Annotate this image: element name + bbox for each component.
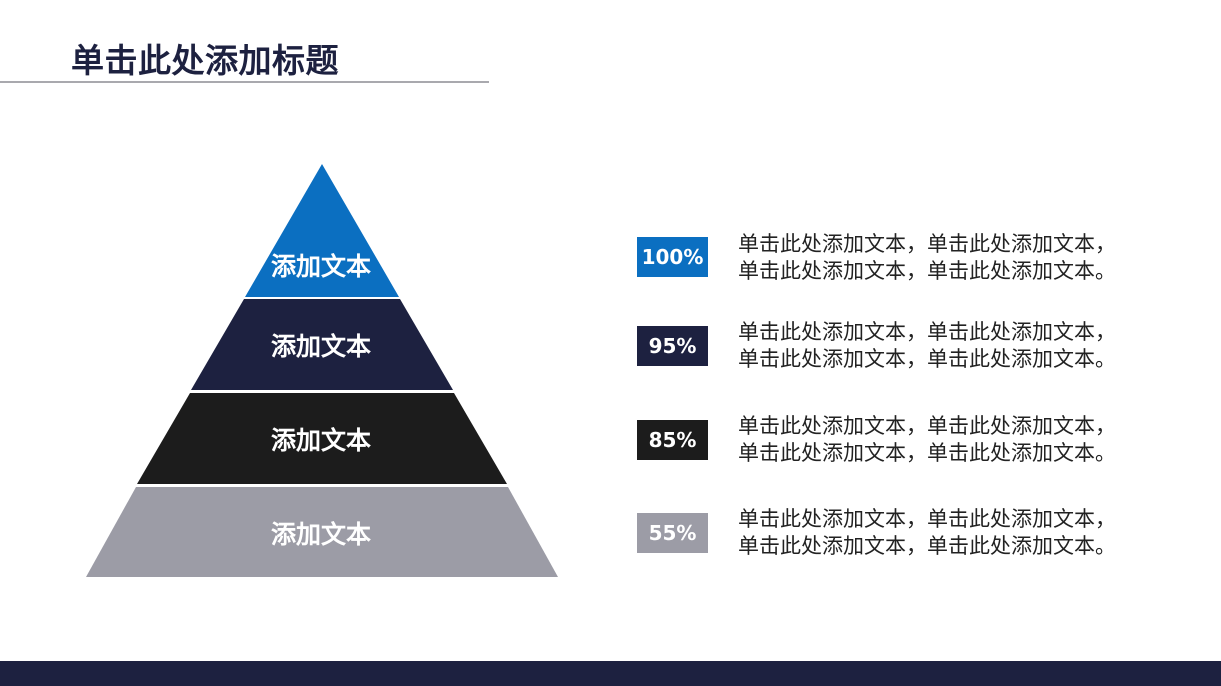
pyramid-level-3-label: 添加文本 [271, 426, 371, 455]
description-line: 单击此处添加文本，单击此处添加文本。 [738, 441, 1116, 465]
item-description[interactable]: 单击此处添加文本，单击此处添加文本， 单击此处添加文本，单击此处添加文本。 [738, 231, 1178, 285]
item-description[interactable]: 单击此处添加文本，单击此处添加文本， 单击此处添加文本，单击此处添加文本。 [738, 413, 1178, 467]
percentage-badge: 85% [637, 420, 708, 460]
list-item: 85% 单击此处添加文本，单击此处添加文本， 单击此处添加文本，单击此处添加文本… [637, 413, 1177, 469]
page-title: 单击此处添加标题 [71, 41, 339, 80]
description-line: 单击此处添加文本，单击此处添加文本， [738, 414, 1116, 438]
pyramid-level-2-label: 添加文本 [271, 332, 371, 361]
description-line: 单击此处添加文本，单击此处添加文本。 [738, 534, 1116, 558]
list-item: 95% 单击此处添加文本，单击此处添加文本， 单击此处添加文本，单击此处添加文本… [637, 319, 1177, 375]
list-item: 55% 单击此处添加文本，单击此处添加文本， 单击此处添加文本，单击此处添加文本… [637, 506, 1177, 562]
footer-bar [0, 661, 1221, 686]
description-line: 单击此处添加文本，单击此处添加文本。 [738, 347, 1116, 371]
percentage-badge: 55% [637, 513, 708, 553]
percentage-badge: 95% [637, 326, 708, 366]
pyramid-level-1[interactable] [245, 164, 399, 297]
pyramid-level-1-label: 添加文本 [271, 252, 371, 281]
pyramid-level-4-label: 添加文本 [271, 520, 371, 549]
pyramid-level-4[interactable] [86, 487, 558, 577]
pyramid-level-3[interactable] [137, 393, 507, 484]
item-description[interactable]: 单击此处添加文本，单击此处添加文本， 单击此处添加文本，单击此处添加文本。 [738, 506, 1178, 560]
item-description[interactable]: 单击此处添加文本，单击此处添加文本， 单击此处添加文本，单击此处添加文本。 [738, 319, 1178, 373]
pyramid-level-2[interactable] [191, 299, 453, 390]
list-item: 100% 单击此处添加文本，单击此处添加文本， 单击此处添加文本，单击此处添加文… [637, 231, 1177, 287]
description-line: 单击此处添加文本，单击此处添加文本， [738, 232, 1116, 256]
description-line: 单击此处添加文本，单击此处添加文本。 [738, 259, 1116, 283]
title-underline [0, 81, 489, 83]
percentage-badge: 100% [637, 237, 708, 277]
description-line: 单击此处添加文本，单击此处添加文本， [738, 507, 1116, 531]
description-line: 单击此处添加文本，单击此处添加文本， [738, 320, 1116, 344]
